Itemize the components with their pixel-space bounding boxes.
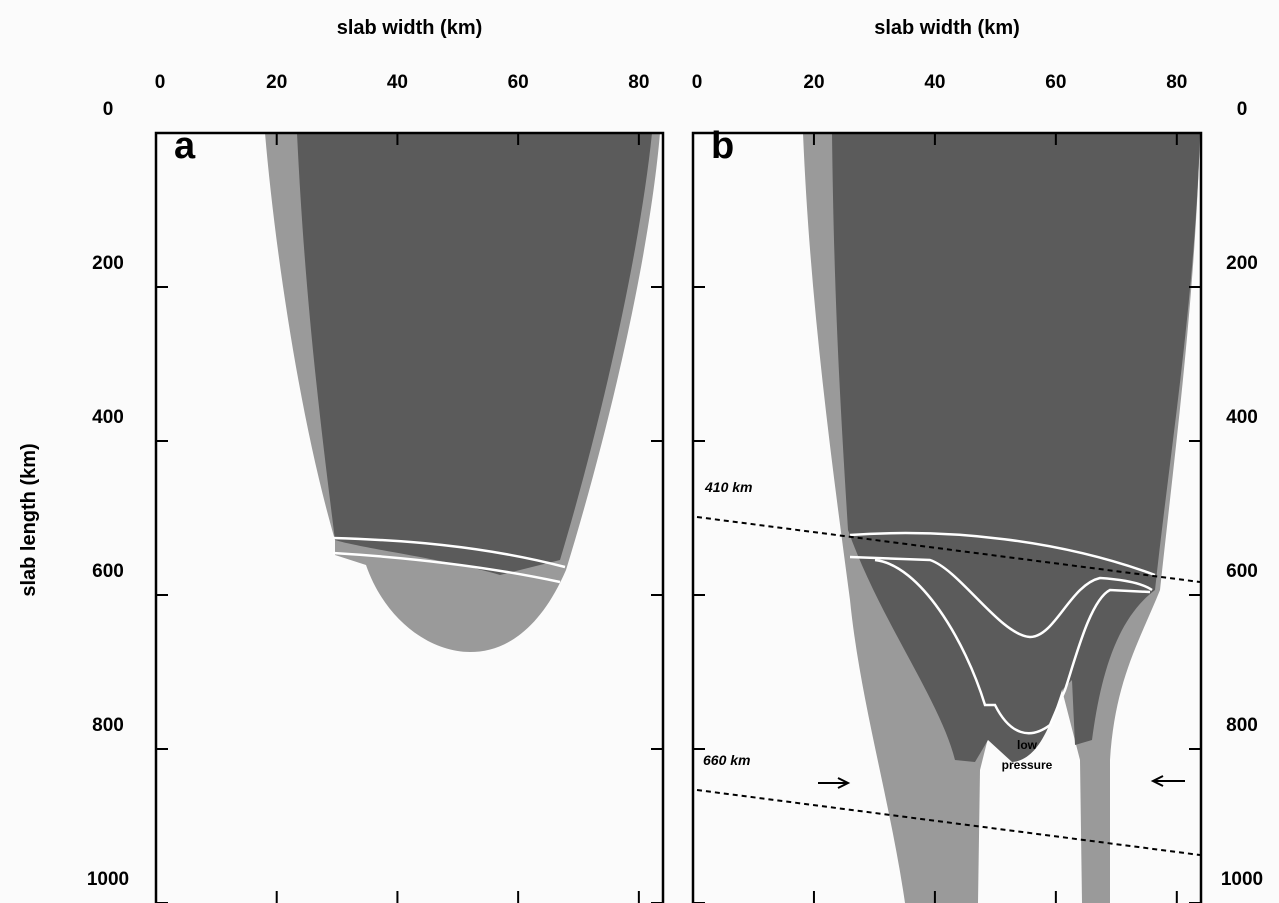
dark-region — [832, 133, 1200, 762]
y-tick-label: 200 — [1226, 253, 1258, 274]
contour-line — [874, 558, 1151, 735]
y-tick-label: 400 — [1226, 407, 1258, 428]
y-tick-label: 600 — [1226, 561, 1258, 582]
x-tick-label: 40 — [924, 72, 945, 93]
panel-label: b — [711, 125, 734, 167]
x-tick-label: 80 — [628, 72, 649, 93]
arrow — [818, 777, 851, 789]
annotation: low pressure — [1002, 738, 1053, 772]
x-axis-title: slab width (km) — [874, 17, 1020, 39]
y-tick-label: 0 — [1237, 99, 1248, 120]
x-tick-label: 60 — [508, 72, 529, 93]
contour-line — [332, 536, 566, 569]
x-tick-label: 0 — [692, 72, 703, 93]
contour-line — [332, 551, 561, 584]
arrow — [1150, 775, 1185, 787]
annotation: 410 km — [704, 479, 752, 495]
660-km-line — [696, 789, 1201, 856]
contour-line — [849, 531, 1156, 577]
y-tick-label: 1000 — [87, 869, 129, 890]
x-tick-label: 0 — [155, 72, 166, 93]
y-tick-label: 1000 — [1221, 869, 1263, 890]
y-axis-title: slab length (km) — [18, 443, 40, 596]
panel-label: a — [174, 125, 196, 167]
panel-a-shapes — [265, 133, 660, 652]
panel-b-shapes: 410 km 660 km low pressure — [696, 133, 1201, 903]
x-tick-label: 40 — [387, 72, 408, 93]
axis-frame — [154, 131, 665, 903]
axis-frame — [691, 131, 1203, 903]
contour-line — [849, 555, 1153, 639]
y-tick-label: 400 — [92, 407, 124, 428]
x-tick-label: 60 — [1045, 72, 1066, 93]
410-km-line — [696, 516, 1201, 583]
y-tick-label: 800 — [1226, 715, 1258, 736]
dark-region — [297, 133, 652, 575]
y-tick-label: 200 — [92, 253, 124, 274]
x-tick-label: 80 — [1166, 72, 1187, 93]
x-tick-label: 20 — [266, 72, 287, 93]
x-axis-title: slab width (km) — [337, 17, 483, 39]
y-tick-label: 0 — [103, 99, 114, 120]
annotation: 660 km — [703, 752, 750, 768]
x-tick-label: 20 — [803, 72, 824, 93]
y-tick-label: 800 — [92, 715, 124, 736]
y-tick-label: 600 — [92, 561, 124, 582]
